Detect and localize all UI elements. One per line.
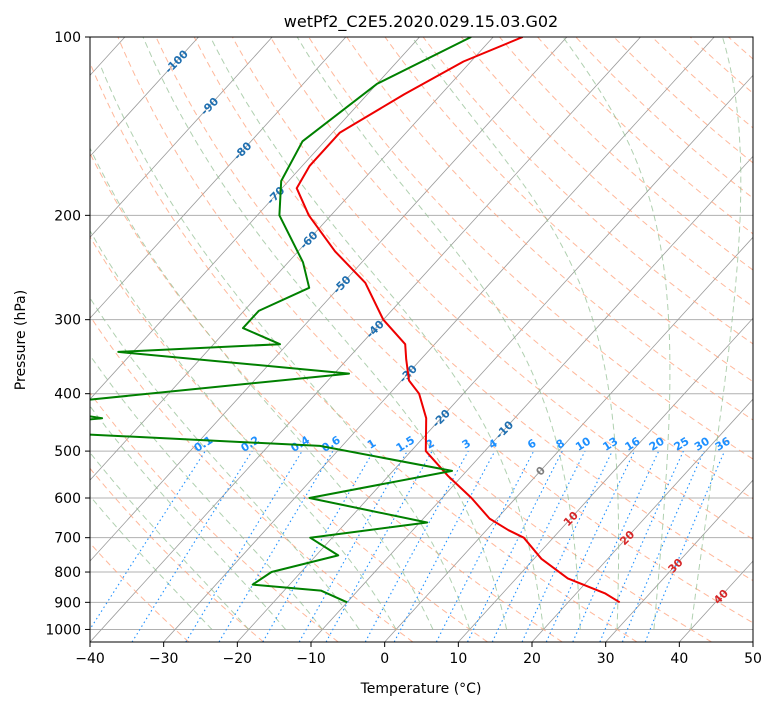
- dry-adiabat-line: [537, 37, 753, 235]
- mixing-ratio-line: [545, 450, 635, 642]
- isotherm-line: [90, 37, 347, 319]
- isotherm-line: [90, 37, 641, 642]
- profile-lines: [90, 37, 621, 604]
- isotherm-line: [90, 37, 420, 400]
- temperature-line: [295, 37, 621, 604]
- mixing-ratio-line: [364, 450, 469, 642]
- mixing-ratio-line: [262, 450, 374, 642]
- mixing-ratio-line: [131, 450, 253, 642]
- x-tick-label: −10: [296, 651, 326, 667]
- dry-adiabat-line: [346, 37, 753, 421]
- x-tick-label: −40: [75, 651, 105, 667]
- mixing-ratio-line: [298, 450, 408, 642]
- dry-adiabat-line: [90, 392, 339, 642]
- dry-adiabat-line: [155, 37, 753, 624]
- y-tick-label: 100: [54, 30, 81, 46]
- x-tick-label: −20: [223, 651, 253, 667]
- moist-adiabat-line: [90, 147, 434, 630]
- y-tick-label: 500: [54, 444, 81, 460]
- plot-frame: [89, 36, 754, 643]
- x-tick-label: 30: [597, 651, 615, 667]
- isotherm-line: [163, 37, 715, 642]
- isotherm-line: [752, 641, 753, 642]
- moist-adiabat-line: [411, 37, 620, 630]
- moist-adiabat-line: [90, 229, 397, 630]
- y-tick-label: 300: [54, 313, 81, 329]
- mixing-ratio-line: [599, 450, 684, 642]
- moist-adiabat-line: [90, 354, 323, 630]
- dry-adiabat-line: [422, 37, 753, 345]
- y-tick-label: 700: [54, 531, 81, 547]
- moist-adiabat-line: [90, 495, 213, 630]
- mixing-ratio-line: [521, 450, 613, 642]
- y-tick-label: 600: [54, 491, 81, 507]
- moist-adiabat-line: [100, 66, 471, 630]
- isotherm-line: [605, 479, 753, 642]
- x-axis-title: Temperature (°C): [360, 681, 482, 697]
- moist-adiabat-line: [90, 297, 360, 630]
- mixing-ratio-line: [325, 450, 433, 642]
- dry-adiabat-line: [193, 37, 753, 582]
- y-tick-label: 400: [54, 387, 81, 403]
- dewpoint-line: [90, 37, 472, 604]
- dry-adiabat-line: [767, 37, 775, 642]
- dry-adiabat-line: [117, 37, 712, 642]
- x-tick-label: 50: [744, 651, 762, 667]
- x-tick-label: −30: [149, 651, 179, 667]
- y-tick-label: 200: [54, 208, 81, 224]
- x-tick-label: 40: [670, 651, 688, 667]
- mixing-ratio-line: [491, 450, 586, 642]
- dry-adiabat-line: [90, 61, 638, 642]
- isotherm-line: [90, 37, 273, 238]
- isotherm-line: [384, 236, 753, 642]
- x-tick-label: 0: [380, 651, 389, 667]
- moist-adiabat-line: [209, 37, 544, 630]
- mixing-ratio-line: [644, 450, 726, 642]
- moist-adiabat-line: [690, 37, 742, 630]
- y-axis-title: Pressure (hPa): [13, 290, 29, 390]
- dry-adiabat-line: [308, 37, 753, 460]
- y-tick-label: 800: [54, 565, 81, 581]
- dry-adiabat-line: [384, 37, 753, 383]
- y-tick-label: 1000: [45, 622, 81, 638]
- mixing-ratio-line: [90, 450, 206, 631]
- isotherm-line: [90, 37, 568, 562]
- mixing-ratio-line: [218, 450, 334, 642]
- chart-title: wetPf2_C2E5.2020.029.15.03.G02: [284, 12, 558, 32]
- moist-adiabat-line: [90, 405, 286, 630]
- dry-adiabat-line: [575, 37, 753, 199]
- dry-adiabat-line: [231, 37, 753, 540]
- moist-adiabat-line: [562, 37, 671, 630]
- x-tick-label: 10: [449, 651, 467, 667]
- moist-adiabat-line: [296, 37, 581, 630]
- isotherm-line: [531, 398, 753, 642]
- background-lines: [90, 37, 775, 642]
- isotherm-line: [90, 37, 199, 157]
- isotherm-line: [458, 317, 753, 642]
- isotherm-line: [90, 37, 494, 481]
- mixing-ratio-line: [572, 450, 660, 642]
- isotherm-line: [237, 74, 753, 642]
- mixing-ratio-line: [185, 450, 303, 642]
- y-tick-label: 900: [54, 595, 81, 611]
- x-tick-label: 20: [523, 651, 541, 667]
